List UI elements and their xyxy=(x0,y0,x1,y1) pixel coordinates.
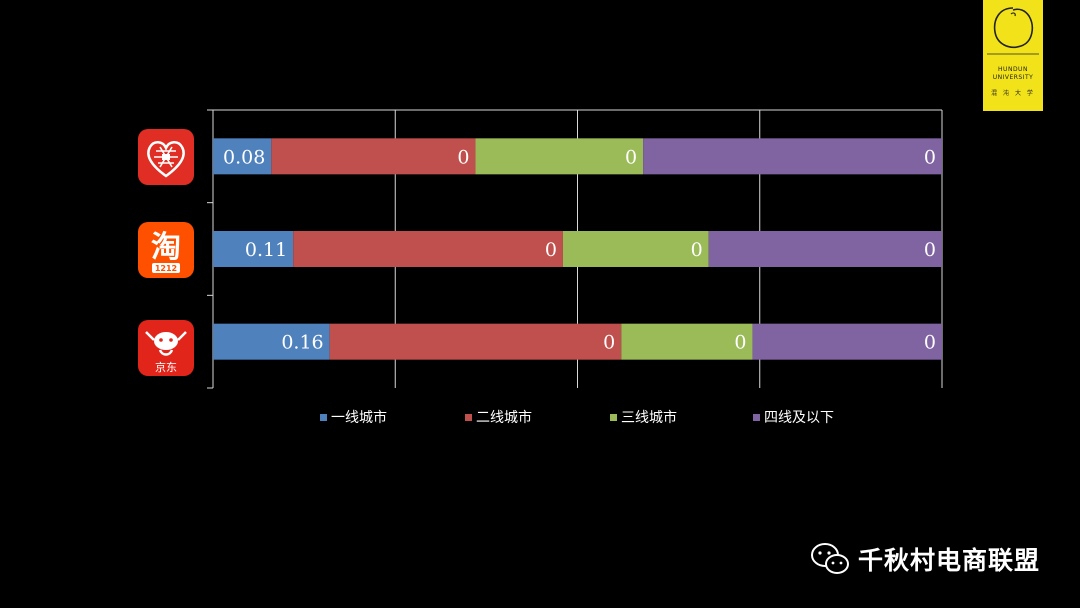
bar-segment xyxy=(708,231,942,267)
taobao-badge: 1212 xyxy=(155,264,177,273)
legend-swatch xyxy=(465,413,472,421)
circle-logo-icon xyxy=(987,7,1039,55)
bar-segment xyxy=(475,138,644,175)
bar-segment xyxy=(752,323,942,360)
bar-segment xyxy=(293,231,563,267)
bar-segment xyxy=(213,138,272,175)
data-label: 0.08 xyxy=(223,146,265,168)
legend-swatch xyxy=(753,413,760,421)
legend-label: 四线及以下 xyxy=(764,410,834,426)
data-label: 0 xyxy=(924,146,936,168)
data-label: 0.11 xyxy=(245,239,287,261)
jd-app-icon: 京东 xyxy=(138,320,194,376)
chart-legend: 一线城市 二线城市 三线城市 四线及以下 xyxy=(0,407,1080,429)
data-label: 0 xyxy=(734,332,746,354)
pinduoduo-app-icon xyxy=(138,129,194,185)
legend-label: 二线城市 xyxy=(476,410,532,426)
legend-label: 三线城市 xyxy=(621,410,677,426)
logo-line-1: HUNDUN xyxy=(998,66,1028,73)
taobao-app-icon: 淘 1212 xyxy=(138,222,194,278)
legend-label: 一线城市 xyxy=(331,410,387,426)
legend-swatch xyxy=(320,413,327,421)
data-label: 0 xyxy=(924,332,936,354)
legend-swatch xyxy=(610,413,617,421)
bar-segment xyxy=(621,323,753,360)
legend-item: 二线城市 xyxy=(465,407,532,427)
taobao-icon: 淘 1212 xyxy=(151,230,181,273)
pinduoduo-icon xyxy=(147,141,185,178)
wechat-watermark: 千秋村电商联盟 xyxy=(810,541,1040,577)
data-label: 0 xyxy=(457,146,469,168)
data-label: 0 xyxy=(924,239,936,261)
legend-item: 四线及以下 xyxy=(753,407,834,427)
bar-segment xyxy=(213,323,330,360)
data-label: 0.16 xyxy=(281,332,323,354)
data-label: 0 xyxy=(625,146,637,168)
svg-text:淘: 淘 xyxy=(151,230,181,265)
bar-segment xyxy=(562,231,709,267)
data-label: 0 xyxy=(545,239,557,261)
logo-chinese-text: 混 沌 大 学 xyxy=(991,90,1035,97)
legend-item: 三线城市 xyxy=(610,407,677,427)
bar-segment xyxy=(271,138,476,175)
bar-segment xyxy=(329,323,622,360)
hundun-university-logo: HUNDUN UNIVERSITY 混 沌 大 学 xyxy=(983,0,1043,111)
bar-segment xyxy=(213,231,294,267)
data-label: 0 xyxy=(691,239,703,261)
logo-english-text: HUNDUN UNIVERSITY xyxy=(983,66,1043,82)
legend-item: 一线城市 xyxy=(320,407,387,427)
data-label: 0 xyxy=(603,332,615,354)
jd-icon: 京东 xyxy=(145,331,187,374)
bar-segment xyxy=(643,138,942,175)
jd-caption: 京东 xyxy=(155,360,177,374)
watermark-text: 千秋村电商联盟 xyxy=(858,546,1041,575)
wechat-icon xyxy=(811,543,849,574)
logo-line-2: UNIVERSITY xyxy=(992,74,1034,81)
